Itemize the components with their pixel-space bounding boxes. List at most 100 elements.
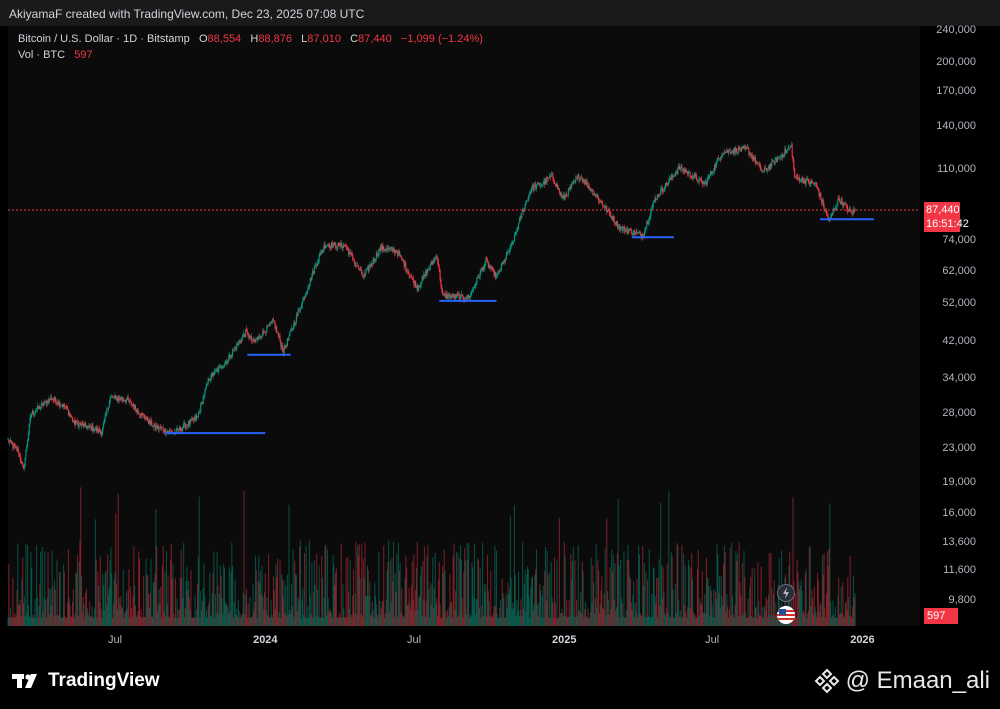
volume-bar: [757, 561, 759, 626]
volume-bar: [480, 617, 482, 626]
volume-bar: [426, 556, 428, 626]
candle-body: [423, 274, 425, 278]
candle-body: [192, 418, 194, 419]
volume-label[interactable]: Vol · BTC: [18, 49, 66, 61]
candle-body: [583, 179, 585, 183]
candle-body: [428, 268, 431, 269]
price-chart-svg[interactable]: [0, 0, 1000, 652]
candle-body: [237, 342, 239, 346]
candle-body: [377, 255, 379, 257]
candle-body: [718, 158, 720, 159]
volume-bar: [444, 570, 446, 626]
candle-body: [794, 177, 797, 179]
volume-bar: [605, 615, 607, 626]
candle-body: [274, 322, 276, 329]
candle-body: [691, 177, 693, 179]
candle-body: [75, 423, 77, 425]
symbol-label[interactable]: Bitcoin / U.S. Dollar · 1D · Bitstamp: [18, 33, 190, 45]
volume-bar: [540, 617, 542, 626]
candle-body: [749, 152, 752, 156]
volume-bar: [561, 609, 563, 626]
candle-body: [42, 403, 44, 406]
candle-body: [387, 247, 389, 250]
candle-body: [724, 151, 726, 153]
volume-bar: [432, 557, 434, 626]
volume-bar: [246, 617, 248, 626]
price-tick-label: 23,000: [942, 441, 976, 454]
volume-bar: [375, 604, 377, 626]
candle-body: [133, 406, 135, 409]
volume-bar: [188, 597, 190, 626]
author-watermark: @ Emaan_ali: [814, 667, 990, 695]
volume-bar: [61, 616, 63, 626]
candle-body: [224, 362, 226, 365]
chart-plot-area[interactable]: [8, 26, 920, 626]
volume-bar: [541, 595, 543, 626]
volume-bar: [508, 594, 510, 626]
candle-body: [415, 281, 417, 288]
volume-bar: [209, 572, 211, 626]
volume-bar: [280, 617, 282, 626]
volume-bar: [558, 518, 560, 626]
candle-body: [61, 405, 63, 406]
candle-body: [338, 242, 340, 244]
volume-bar: [291, 606, 293, 626]
volume-bar: [608, 614, 610, 626]
candle-body: [852, 208, 855, 214]
volume-bar: [807, 610, 810, 626]
volume-bar: [423, 600, 425, 626]
candle-body: [67, 409, 69, 416]
volume-bar: [348, 608, 351, 626]
candle-body: [357, 265, 359, 269]
volume-bar: [738, 542, 740, 626]
candle-body: [649, 215, 651, 219]
candle-body: [62, 405, 64, 407]
candle-body: [392, 248, 394, 252]
candle-body: [105, 414, 107, 415]
candle-body: [854, 209, 856, 211]
volume-bar: [653, 568, 655, 626]
volume-bar: [357, 555, 359, 626]
candle-body: [741, 146, 743, 148]
volume-bar: [415, 590, 417, 626]
volume-bar: [250, 617, 252, 626]
volume-bar: [321, 556, 323, 626]
candle-body: [791, 145, 793, 157]
candle-body: [335, 243, 337, 248]
candle-body: [46, 400, 48, 405]
candle-body: [63, 403, 65, 407]
candle-body: [726, 150, 728, 153]
candle-body: [490, 267, 492, 269]
volume-bar: [538, 602, 540, 626]
volume-bar: [154, 573, 156, 626]
tradingview-logo[interactable]: TradingView: [12, 670, 160, 692]
time-tick-label: 2026: [850, 634, 875, 646]
candle-body: [91, 425, 93, 431]
us-flag-event-icon[interactable]: [777, 606, 795, 624]
candle-body: [553, 180, 556, 184]
volume-bar: [722, 605, 724, 626]
lightning-event-icon[interactable]: [777, 584, 795, 602]
volume-bar: [103, 610, 105, 626]
volume-bar: [482, 542, 484, 626]
volume-bar: [283, 580, 285, 626]
volume-bar: [231, 542, 233, 626]
candle-body: [781, 155, 783, 157]
candle-body: [812, 181, 814, 183]
candle-body: [813, 183, 815, 185]
volume-bar: [249, 597, 251, 626]
volume-bar: [462, 617, 464, 626]
volume-bar: [88, 616, 90, 626]
volume-bar: [723, 564, 725, 626]
volume-bar: [76, 555, 78, 626]
candle-body: [19, 454, 21, 460]
candle-body: [415, 285, 417, 288]
candle-body: [720, 157, 722, 160]
candle-body: [531, 187, 533, 192]
candle-body: [114, 395, 116, 398]
candle-body: [772, 160, 774, 162]
volume-bar: [290, 613, 292, 626]
volume-bar: [250, 617, 252, 626]
candle-body: [636, 231, 638, 233]
candle-body: [623, 226, 625, 228]
